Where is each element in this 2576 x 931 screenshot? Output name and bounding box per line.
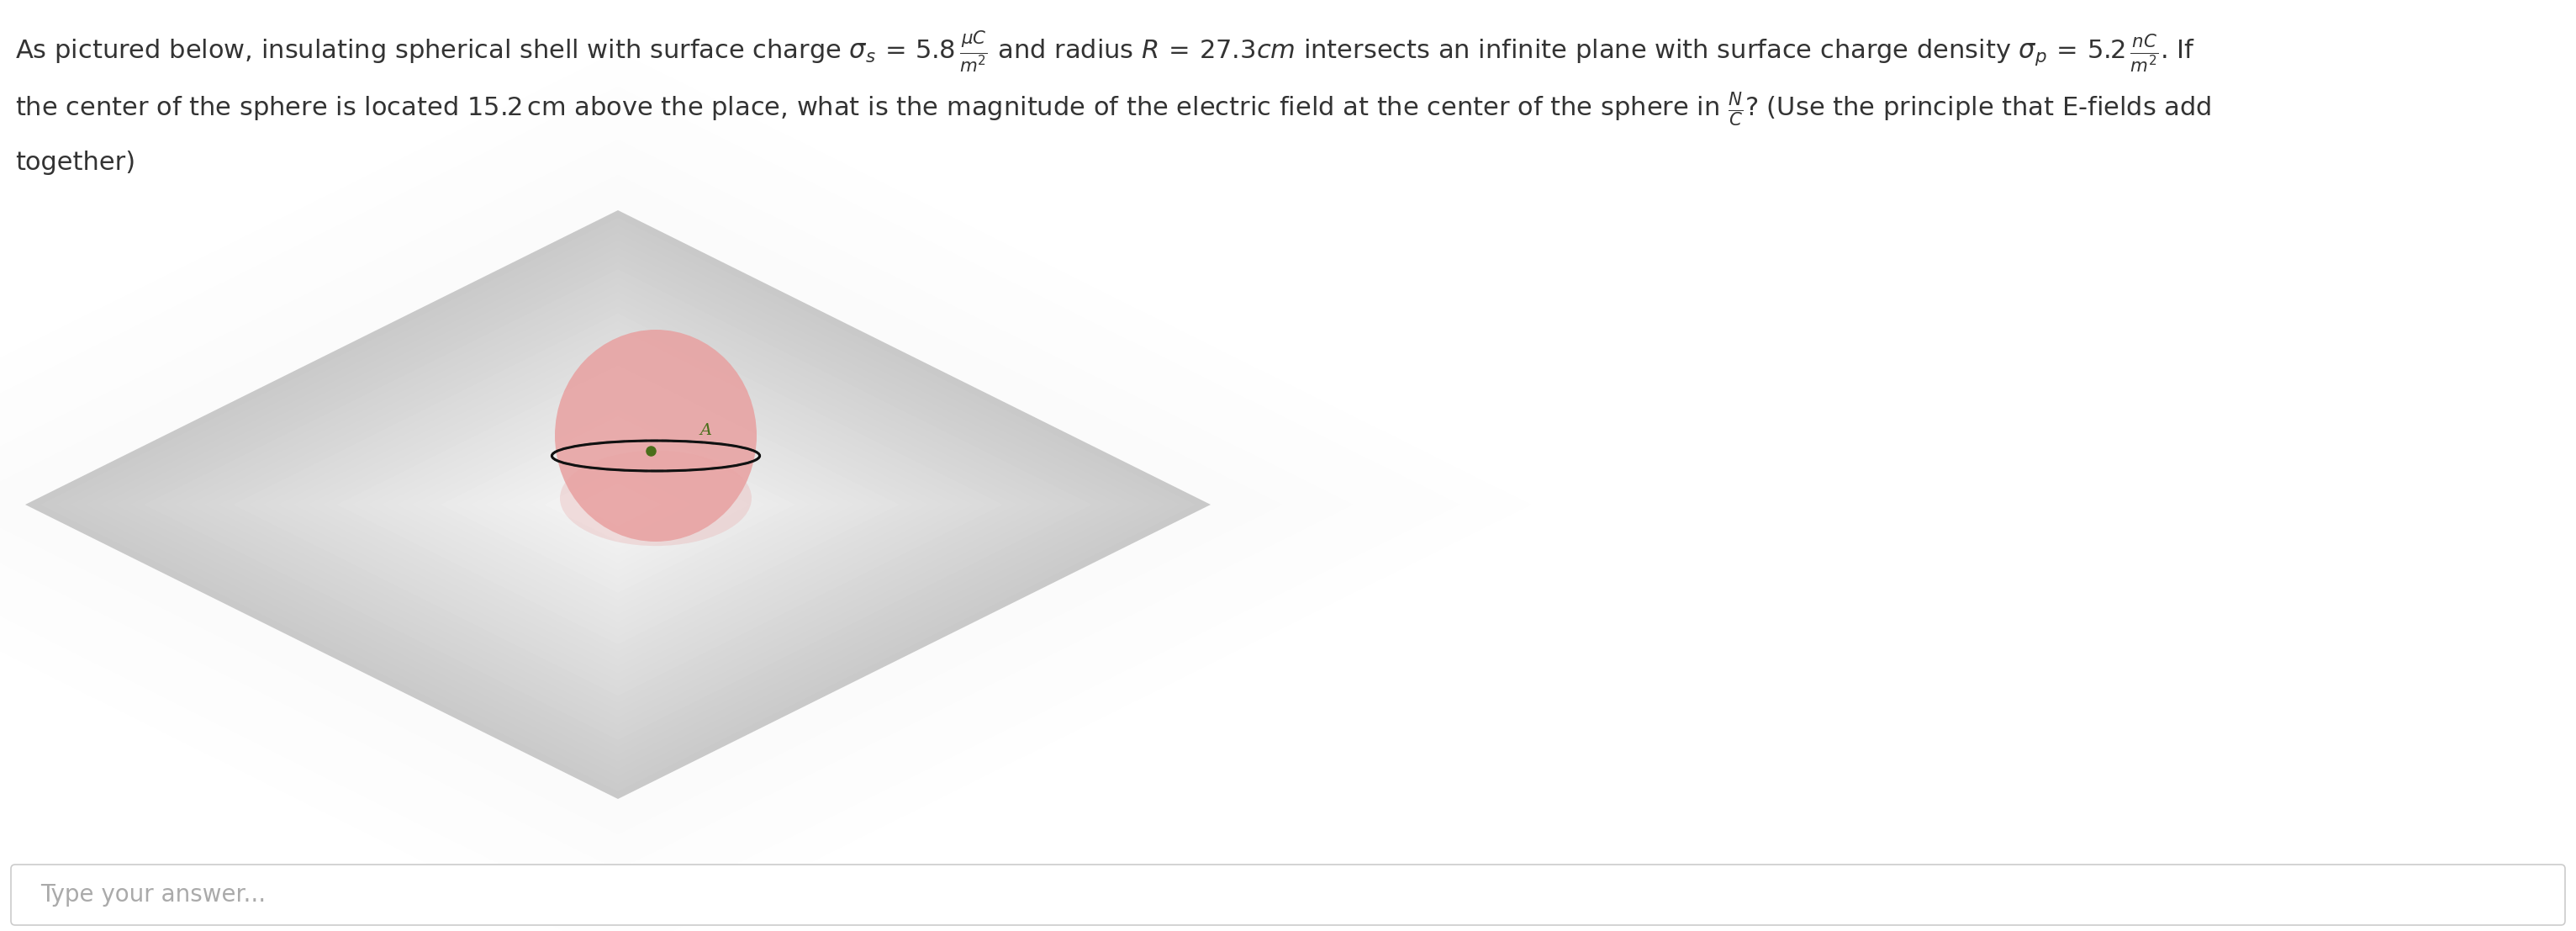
Polygon shape	[337, 365, 899, 644]
Text: As pictured below, insulating spherical shell with surface charge $\sigma_s\,=\,: As pictured below, insulating spherical …	[15, 30, 2195, 75]
Polygon shape	[0, 122, 1388, 887]
Polygon shape	[173, 284, 1061, 725]
Polygon shape	[500, 446, 737, 563]
Polygon shape	[188, 291, 1048, 718]
Polygon shape	[0, 157, 1316, 852]
Polygon shape	[0, 193, 1247, 816]
Polygon shape	[129, 262, 1108, 748]
Polygon shape	[469, 431, 765, 578]
Text: A: A	[701, 423, 711, 439]
Polygon shape	[397, 394, 840, 615]
Polygon shape	[54, 225, 1180, 784]
Polygon shape	[291, 343, 943, 667]
Text: Type your answer...: Type your answer...	[41, 884, 265, 907]
Polygon shape	[160, 277, 1077, 733]
Polygon shape	[85, 239, 1151, 770]
Polygon shape	[41, 218, 1195, 791]
Polygon shape	[219, 306, 1018, 703]
Polygon shape	[0, 104, 1425, 905]
Polygon shape	[515, 453, 721, 556]
Polygon shape	[0, 87, 1461, 923]
Polygon shape	[100, 247, 1136, 762]
Polygon shape	[232, 313, 1002, 696]
Polygon shape	[144, 269, 1092, 740]
Polygon shape	[26, 210, 1211, 799]
Text: the center of the sphere is located $15.2\,\mathrm{cm}$ above the place, what is: the center of the sphere is located $15.…	[15, 90, 2210, 128]
Polygon shape	[440, 416, 796, 593]
Polygon shape	[307, 350, 930, 659]
Polygon shape	[350, 372, 884, 637]
Text: together): together)	[15, 151, 137, 175]
Polygon shape	[70, 233, 1167, 776]
Polygon shape	[0, 140, 1352, 870]
Polygon shape	[544, 467, 693, 542]
Polygon shape	[574, 482, 662, 527]
Polygon shape	[484, 439, 752, 571]
Polygon shape	[113, 254, 1121, 755]
Polygon shape	[278, 335, 958, 674]
FancyBboxPatch shape	[10, 865, 2566, 925]
Polygon shape	[247, 320, 989, 689]
Polygon shape	[381, 387, 855, 622]
Ellipse shape	[559, 451, 752, 546]
Polygon shape	[528, 461, 706, 548]
Polygon shape	[603, 497, 634, 512]
Polygon shape	[0, 69, 1494, 931]
Polygon shape	[587, 490, 647, 519]
Polygon shape	[0, 175, 1283, 834]
Polygon shape	[366, 380, 871, 629]
Ellipse shape	[554, 330, 757, 542]
Polygon shape	[456, 424, 781, 586]
Polygon shape	[410, 401, 824, 608]
Polygon shape	[425, 409, 811, 600]
Polygon shape	[322, 358, 914, 652]
Polygon shape	[204, 299, 1033, 710]
Polygon shape	[263, 328, 974, 681]
Polygon shape	[559, 475, 677, 534]
